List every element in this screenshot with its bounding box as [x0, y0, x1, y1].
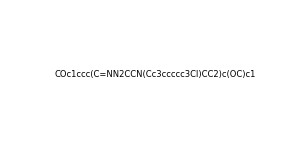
Text: COc1ccc(C=NN2CCN(Cc3ccccc3Cl)CC2)c(OC)c1: COc1ccc(C=NN2CCN(Cc3ccccc3Cl)CC2)c(OC)c1 [55, 70, 256, 79]
